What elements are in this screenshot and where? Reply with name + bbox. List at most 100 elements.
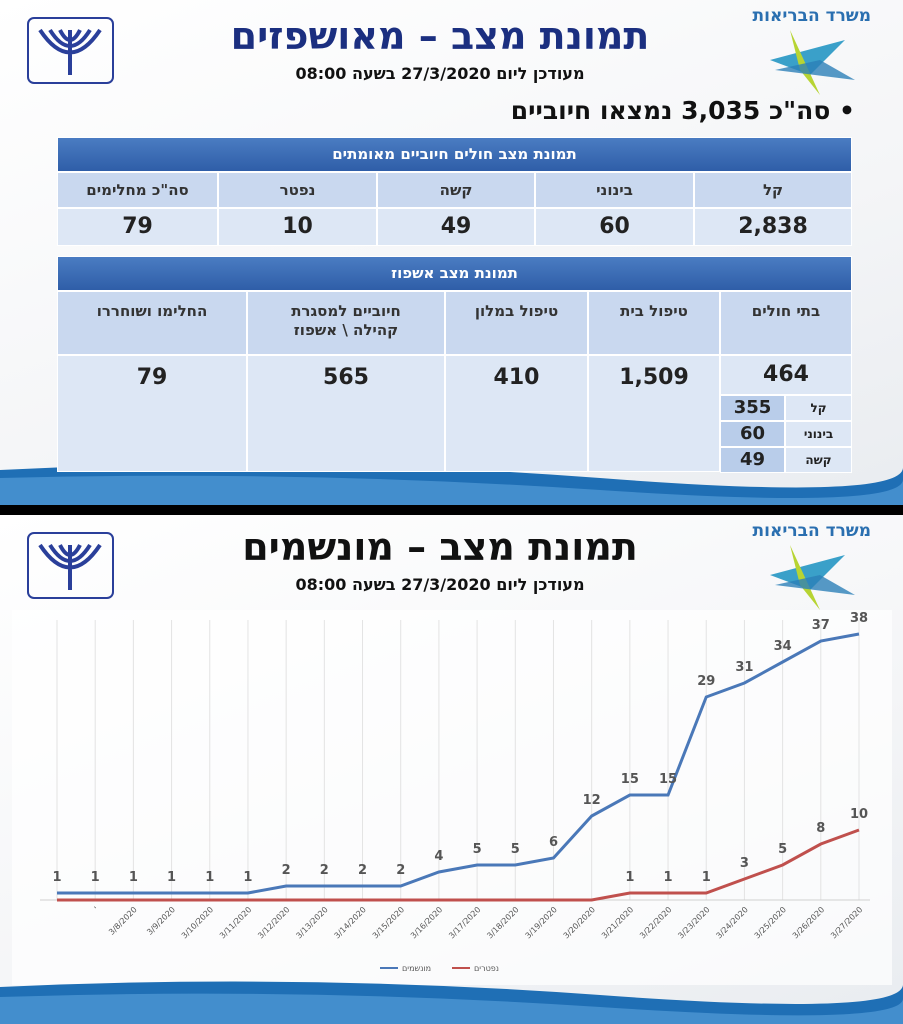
bullet: • סה"כ 3,035 נמצאו חיוביים [510, 96, 855, 125]
column-header: החלימו ושוחררו [57, 291, 247, 355]
x-tick-label: 3/11/2020 [218, 905, 253, 940]
data-label: 1 [625, 870, 634, 885]
x-tick-label: 3/23/2020 [676, 905, 711, 940]
table-value: 464 [720, 355, 852, 395]
menorah-logo [27, 532, 114, 599]
x-tick-label: 3/27/2020 [829, 905, 864, 940]
ministry-name: משרד הבריאות [752, 521, 871, 541]
data-label: 1 [205, 870, 214, 885]
data-label: 6 [549, 835, 558, 850]
sub-value: 355 [720, 395, 785, 421]
x-tick-label: 3/20/2020 [562, 905, 597, 940]
ministry-logo [770, 30, 855, 95]
data-label: 37 [812, 618, 830, 633]
plot-background [12, 610, 892, 985]
column-header: בינוני [535, 172, 694, 208]
x-tick-label: 3/10/2020 [180, 905, 215, 940]
data-label: 2 [396, 863, 405, 878]
column-header: קשה [377, 172, 535, 208]
data-label: 1 [129, 870, 138, 885]
table-value: 79 [57, 355, 247, 472]
slide-subtitle: מעודכן ליום 27/3/2020 בשעה 08:00 [295, 64, 585, 83]
data-label: 2 [282, 863, 291, 878]
sub-value: 49 [720, 447, 785, 473]
data-label: 4 [434, 849, 443, 864]
table-value: 565 [247, 355, 445, 472]
x-tick-label: 3/13/2020 [294, 905, 329, 940]
data-label: 34 [774, 639, 792, 654]
x-tick-label: 3/21/2020 [600, 905, 635, 940]
data-label: 1 [243, 870, 252, 885]
column-header: טיפול בית [588, 291, 720, 355]
column-header: קל [694, 172, 852, 208]
menorah-logo [27, 17, 114, 84]
bullet-text: סה"כ 3,035 נמצאו חיוביים [510, 96, 831, 125]
sub-label: קשה [785, 447, 852, 473]
x-tick-label: 3/16/2020 [409, 905, 444, 940]
x-tick-label: 3/17/2020 [447, 905, 482, 940]
table-value: 10 [218, 208, 377, 246]
sub-label: בינוני [785, 421, 852, 447]
table-value: 79 [57, 208, 218, 246]
legend-label: נפטרים [474, 964, 499, 973]
table-value: 1,509 [588, 355, 720, 472]
column-header: בתי חולים [720, 291, 852, 355]
slide-graphics [0, 17, 903, 505]
wave-band [0, 993, 903, 1024]
x-tick-label: 3/22/2020 [638, 905, 673, 940]
data-label: 38 [850, 611, 868, 626]
data-label: 15 [659, 772, 677, 787]
data-label: 8 [816, 821, 825, 836]
x-tick-label: 3/25/2020 [753, 905, 788, 940]
x-tick-label: ' [93, 905, 101, 913]
data-label: 1 [167, 870, 176, 885]
legend-label: מונשמים [402, 964, 431, 973]
column-header: נפטר [218, 172, 377, 208]
table-title: תמונת מצב אשפוז [57, 256, 852, 291]
x-tick-label: 3/24/2020 [714, 905, 749, 940]
series-line [57, 828, 860, 902]
data-label: 1 [52, 870, 61, 885]
data-label: 5 [778, 842, 787, 857]
data-label: 12 [583, 793, 601, 808]
table-value: 410 [445, 355, 588, 472]
data-label: 10 [850, 807, 868, 822]
data-label: 31 [735, 660, 753, 675]
column-header: סה"כ מחלימים [57, 172, 218, 208]
slide-ventilated: משרד הבריאות תמונת מצב – מונשמים מעודכן … [0, 515, 903, 1024]
series-line [57, 632, 860, 895]
table-title: תמונת מצב חולים חיוביים מאומתים [57, 137, 852, 172]
slide-subtitle: מעודכן ליום 27/3/2020 בשעה 08:00 [295, 575, 585, 594]
x-tick-label: 3/15/2020 [371, 905, 406, 940]
data-label: 1 [664, 870, 673, 885]
x-tick-label: 3/19/2020 [524, 905, 559, 940]
x-tick-label: 3/18/2020 [485, 905, 520, 940]
slide-hospitalized: משרד הבריאות תמונת מצב – מאושפזים מעודכן… [0, 0, 903, 505]
slide-title: תמונת מצב – מונשמים [242, 525, 638, 569]
table-value: 2,838 [694, 208, 852, 246]
data-label: 29 [697, 674, 715, 689]
data-label: 1 [91, 870, 100, 885]
x-tick-label: 3/8/2020 [107, 905, 139, 937]
slide-title: תמונת מצב – מאושפזים [230, 14, 650, 58]
data-label: 2 [320, 863, 329, 878]
data-label: 5 [473, 842, 482, 857]
wave-band [0, 475, 903, 505]
x-tick-label: 3/14/2020 [333, 905, 368, 940]
column-header: טיפול במלון [445, 291, 588, 355]
ministry-name: משרד הבריאות [752, 6, 871, 26]
chart: ' 3/8/2020 3/9/2020 3/10/2020 3/11/2020 3/12/… [40, 611, 870, 973]
data-label: 1 [702, 870, 711, 885]
table-value: 49 [377, 208, 535, 246]
data-label: 15 [621, 772, 639, 787]
x-tick-label: 3/26/2020 [791, 905, 826, 940]
sub-value: 60 [720, 421, 785, 447]
ministry-logo [770, 545, 855, 610]
column-header: חיוביים למסגרת קהילה \ אשפוז [247, 291, 445, 355]
sub-label: קל [785, 395, 852, 421]
data-label: 5 [511, 842, 520, 857]
slide-graphics [0, 532, 903, 1024]
x-tick-label: 3/12/2020 [256, 905, 291, 940]
x-tick-label: 3/9/2020 [145, 905, 177, 937]
